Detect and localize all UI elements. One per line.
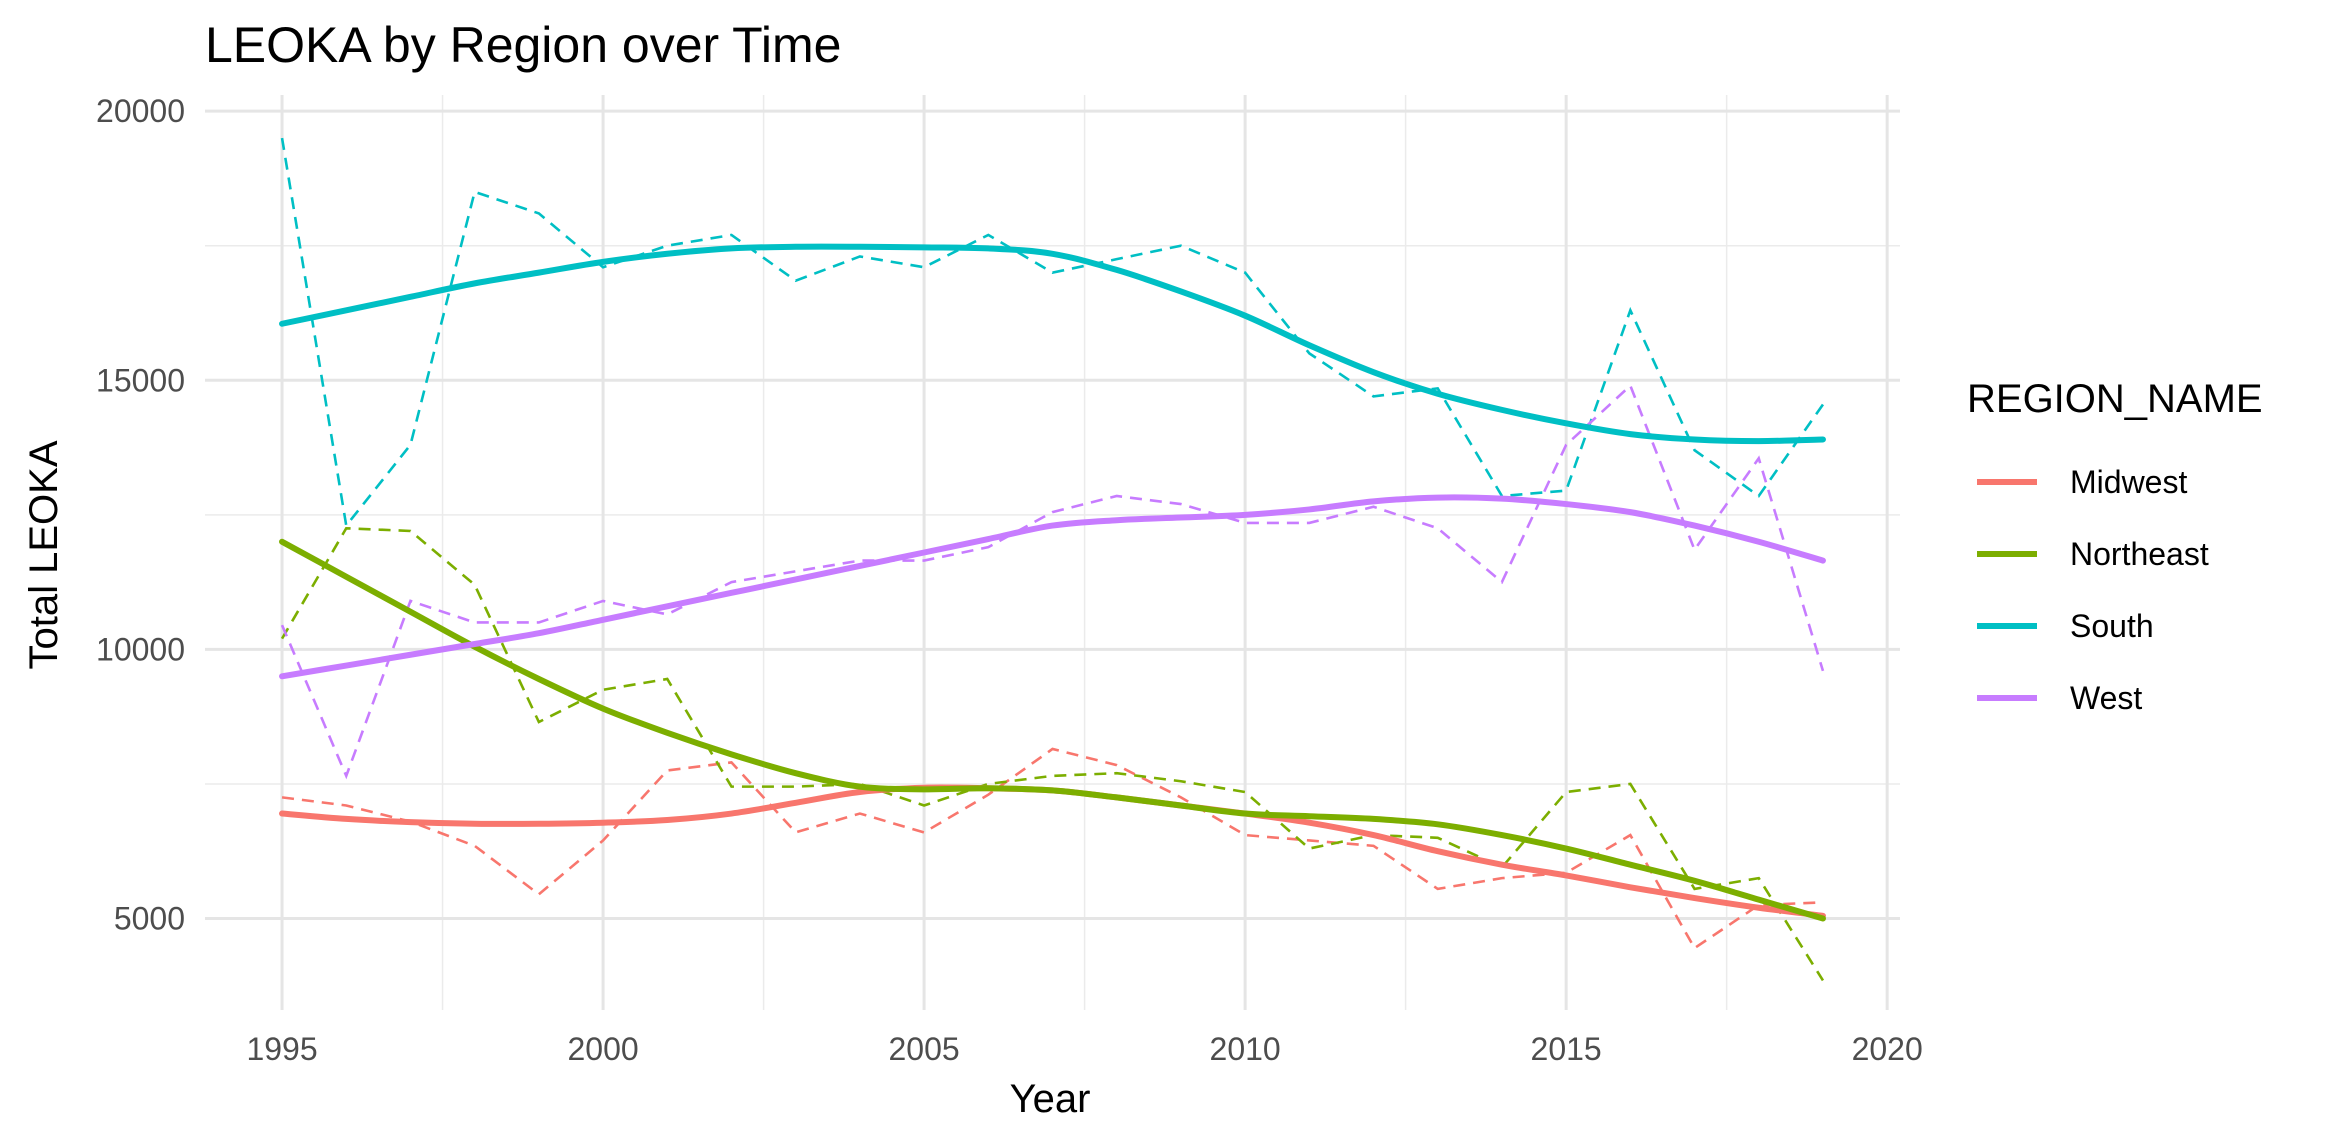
series-line-south-observed [280, 137, 1825, 529]
chart-title: LEOKA by Region over Time [205, 17, 841, 73]
y-axis-title: Total LEOKA [22, 440, 66, 669]
series-line-northeast-smooth [279, 538, 1826, 922]
y-tick-label: 15000 [96, 362, 185, 398]
legend-label-northeast: Northeast [2070, 536, 2209, 572]
grid [205, 95, 1900, 1010]
x-axis-title: Year [1010, 1077, 1091, 1121]
y-tick-label: 20000 [96, 93, 185, 129]
legend: Midwest Northeast South West [1977, 464, 2209, 716]
legend-label-midwest: Midwest [2070, 464, 2187, 500]
x-tick-label: 1995 [246, 1031, 317, 1067]
y-tick-label: 10000 [96, 631, 185, 667]
x-tick-label: 2010 [1210, 1031, 1281, 1067]
x-tick-label: 2015 [1531, 1031, 1602, 1067]
series-lines [279, 137, 1826, 982]
y-tick-label: 5000 [114, 901, 185, 937]
x-tick-label: 2000 [567, 1031, 638, 1067]
x-tick-label: 2005 [888, 1031, 959, 1067]
y-axis-ticks: 5000 10000 15000 20000 [96, 93, 185, 936]
x-axis-ticks: 1995 2000 2005 2010 2015 2020 [246, 1031, 1922, 1067]
series-line-midwest-observed [281, 747, 1824, 950]
legend-label-west: West [2070, 680, 2142, 716]
series-line-south-smooth [279, 243, 1826, 445]
legend-title: REGION_NAME [1967, 377, 2263, 421]
x-tick-label: 2020 [1852, 1031, 1923, 1067]
series-line-northeast-observed [280, 526, 1825, 982]
series-line-west-observed [280, 383, 1825, 780]
series-line-midwest-smooth [279, 784, 1826, 919]
series-line-west-smooth [279, 494, 1826, 680]
legend-label-south: South [2070, 608, 2154, 644]
